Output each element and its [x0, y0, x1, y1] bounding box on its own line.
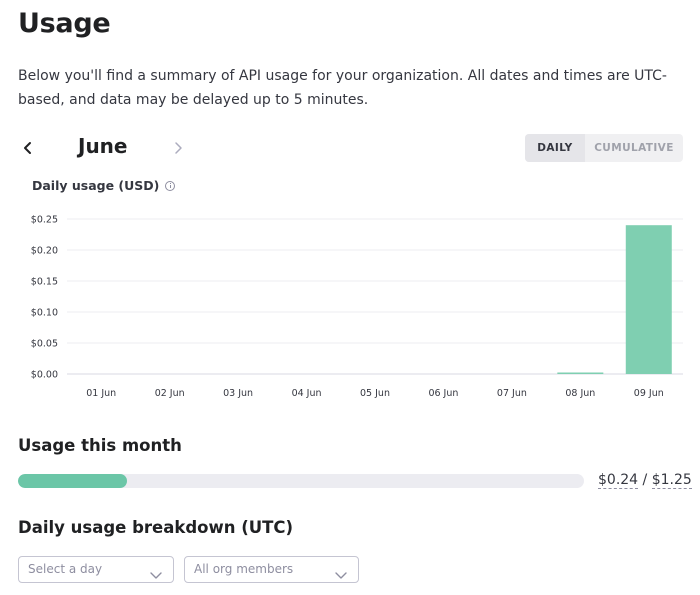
x-tick-label: 02 Jun [155, 388, 185, 399]
page-description: Below you'll find a summary of API usage… [18, 68, 667, 108]
chart-title-text: Daily usage (USD) [32, 178, 160, 193]
usage-limit-amount[interactable]: $1.25 [651, 472, 692, 489]
x-tick-label: 04 Jun [292, 388, 322, 399]
bar[interactable] [625, 225, 672, 374]
chevron-down-icon [149, 564, 163, 579]
y-tick-label: $0.20 [31, 246, 58, 257]
chart-title: Daily usage (USD) [32, 178, 176, 193]
x-tick-label: 09 Jun [634, 388, 664, 399]
usage-amount: $0.24 / $1.25 [598, 472, 692, 489]
x-tick-label: 08 Jun [565, 388, 595, 399]
day-select[interactable]: Select a day [18, 556, 174, 583]
view-toggle: DAILY CUMULATIVE [525, 134, 683, 162]
month-navigator: June [18, 132, 218, 164]
x-tick-label: 06 Jun [428, 388, 458, 399]
usage-separator: / [638, 472, 652, 488]
y-tick-label: $0.05 [31, 339, 58, 350]
x-tick-label: 07 Jun [497, 388, 527, 399]
day-select-placeholder: Select a day [28, 562, 103, 576]
members-select-value: All org members [194, 562, 294, 576]
daily-usage-chart: $0.00 $0.05 $0.10 $0.15 $0.20 $0.25 01 Jun 02 J… [31, 215, 683, 399]
chevron-right-icon[interactable] [168, 136, 188, 160]
info-icon[interactable] [165, 180, 176, 191]
y-tick-label: $0.00 [31, 370, 58, 381]
usage-progress-fill [18, 474, 127, 488]
x-tick-label: 05 Jun [360, 388, 390, 399]
cumulative-toggle-button[interactable]: CUMULATIVE [585, 134, 683, 162]
usage-this-month-title: Usage this month [18, 436, 182, 455]
x-tick-label: 01 Jun [86, 388, 116, 399]
page-title: Usage [18, 8, 111, 39]
y-tick-label: $0.15 [31, 277, 58, 288]
chevron-left-icon[interactable] [18, 136, 38, 160]
usage-progress-bar [18, 474, 584, 488]
bar[interactable] [557, 372, 604, 375]
current-month: June [78, 134, 128, 158]
chevron-down-icon [334, 564, 348, 579]
x-tick-label: 03 Jun [223, 388, 253, 399]
y-tick-label: $0.25 [31, 215, 58, 226]
breakdown-title: Daily usage breakdown (UTC) [18, 518, 294, 537]
usage-used-amount[interactable]: $0.24 [598, 472, 639, 489]
members-select[interactable]: All org members [184, 556, 359, 583]
daily-toggle-button[interactable]: DAILY [525, 134, 585, 162]
y-tick-label: $0.10 [31, 308, 58, 319]
